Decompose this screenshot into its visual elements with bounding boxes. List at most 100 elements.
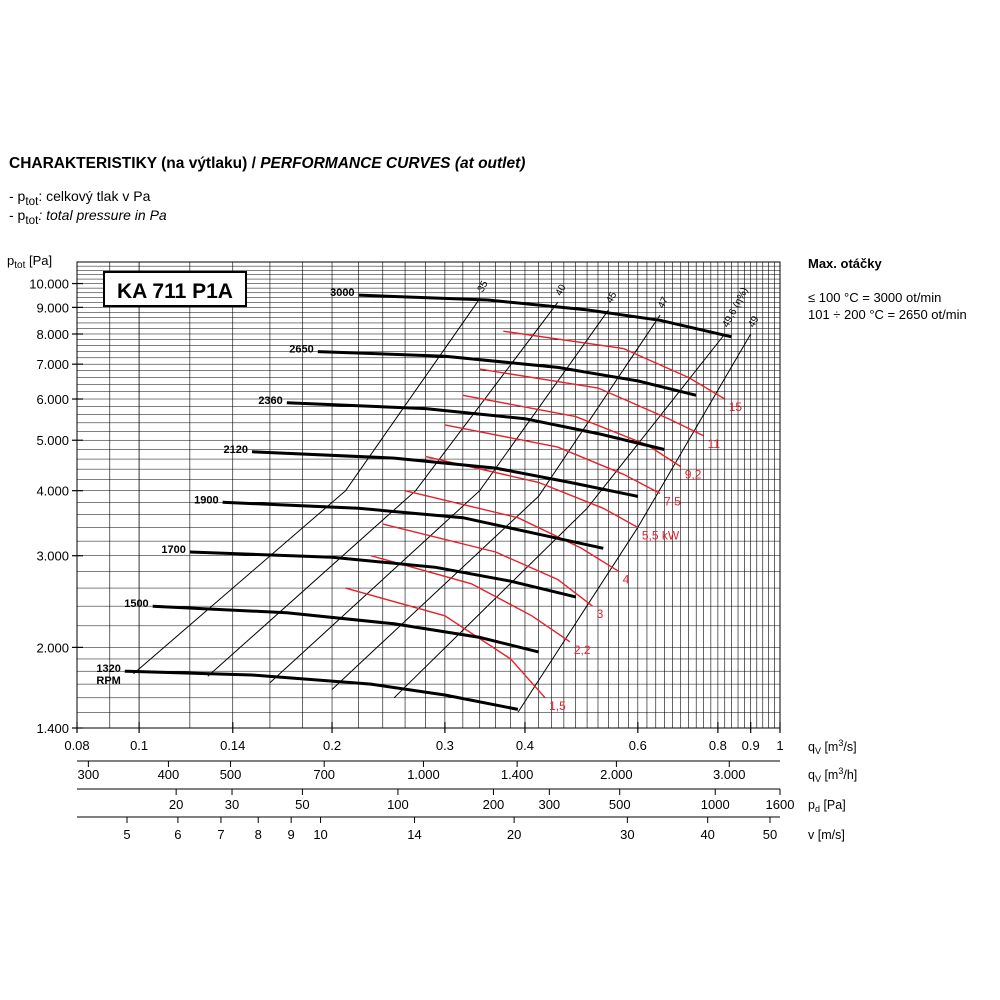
- title-en: PERFORMANCE CURVES (at outlet): [260, 155, 526, 172]
- power-label: 1,5: [549, 699, 566, 713]
- efficiency-lines: [133, 298, 752, 713]
- secondary-tick-label: 100: [387, 797, 409, 812]
- model-box: [103, 271, 247, 307]
- x-tick-label: 0.3: [436, 738, 454, 753]
- y-tick-label: 1.400: [36, 721, 69, 736]
- model-label: KA 711 P1A: [117, 280, 233, 303]
- secondary-tick-label: 200: [483, 797, 505, 812]
- axis-unit-label: v [m/s]: [808, 828, 845, 842]
- y-tick-label: 6.000: [36, 392, 69, 407]
- plot-frame: [76, 261, 781, 729]
- y-tick-label: 10.000: [29, 277, 69, 292]
- title-cz: CHARAKTERISTIKY (na výtlaku) /: [9, 155, 261, 172]
- legend-sub-cz: tot: [25, 194, 39, 208]
- axis-unit-label: qV [m3/h]: [808, 766, 857, 784]
- rpm-note-2: 101 ÷ 200 °C = 2650 ot/min: [808, 307, 967, 322]
- secondary-tick-label: 30: [620, 827, 634, 842]
- x-tick-label: 0.08: [64, 738, 89, 753]
- axis-unit-label: pd [Pa]: [808, 798, 846, 814]
- x-tick-label: 0.4: [516, 738, 534, 753]
- power-curve: [382, 523, 594, 607]
- page-title: CHARAKTERISTIKY (na výtlaku) / PERFORMAN…: [9, 155, 525, 173]
- power-label: 9,2: [685, 468, 702, 482]
- power-curve: [503, 330, 726, 400]
- secondary-tick-label: 700: [313, 767, 335, 782]
- speed-label: 3000: [330, 287, 354, 299]
- secondary-tick-label: 300: [538, 797, 560, 812]
- legend-text-cz: : celkový tlak v Pa: [38, 188, 151, 204]
- axis-unit-label: qV [m3/s]: [808, 738, 857, 756]
- legend-cz: - ptot: celkový tlak v Pa: [9, 188, 150, 208]
- secondary-tick-label: 6: [174, 827, 181, 842]
- efficiency-label: 35: [476, 279, 491, 294]
- speed-label: 1700: [161, 544, 185, 556]
- secondary-tick-label: 20: [507, 827, 521, 842]
- legend-prefix-cz: - p: [9, 188, 26, 204]
- secondary-tick-label: 3.000: [713, 767, 746, 782]
- power-curve: [425, 455, 639, 529]
- max-rpm-label: Max. otáčky: [808, 256, 882, 271]
- legend-sub-en: tot: [25, 213, 39, 227]
- power-label: 4: [623, 572, 630, 586]
- speed-curve: [222, 500, 604, 550]
- speed-curve: [152, 604, 539, 654]
- speed-label: 1320: [96, 663, 120, 675]
- efficiency-label: 47: [656, 295, 671, 310]
- axes: [72, 261, 781, 823]
- speed-label: 2120: [223, 444, 247, 456]
- speed-curve: [286, 401, 665, 451]
- efficiency-label: 49: [747, 314, 762, 329]
- power-label: 15: [729, 400, 743, 414]
- x-tick-label: 0.14: [220, 738, 245, 753]
- secondary-tick-label: 8: [255, 827, 262, 842]
- power-curve: [444, 424, 661, 495]
- speed-curve: [189, 550, 577, 599]
- legend-en: - ptot: total pressure in Pa: [9, 207, 167, 227]
- rpm-note-1: ≤ 100 °C = 3000 ot/min: [808, 290, 942, 305]
- secondary-tick-label: 1000: [701, 797, 730, 812]
- efficiency-line: [207, 302, 559, 677]
- speed-curve: [317, 350, 697, 397]
- secondary-tick-label: 1.400: [501, 767, 534, 782]
- x-tick-label: 0.9: [742, 738, 760, 753]
- secondary-tick-label: 500: [220, 767, 242, 782]
- secondary-tick-label: 9: [288, 827, 295, 842]
- secondary-tick-label: 1.000: [407, 767, 440, 782]
- secondary-tick-label: 5: [123, 827, 130, 842]
- power-curve: [479, 368, 704, 437]
- secondary-tick-label: 400: [158, 767, 180, 782]
- speed-curves: [124, 293, 732, 711]
- y-tick-label: 4.000: [36, 484, 69, 499]
- y-tick-label: 3.000: [36, 549, 69, 564]
- power-label: 3: [597, 607, 604, 621]
- legend-text-en: : total pressure in Pa: [38, 207, 167, 223]
- secondary-tick-label: 2.000: [600, 767, 633, 782]
- y-tick-label: 8.000: [36, 327, 69, 342]
- y-tick-label: 5.000: [36, 433, 69, 448]
- secondary-tick-label: 14: [407, 827, 421, 842]
- speed-curve: [124, 669, 519, 711]
- y-axis-label: ptot [Pa]: [7, 253, 52, 271]
- power-curve: [404, 490, 619, 572]
- x-tick-label: 0.8: [709, 738, 727, 753]
- secondary-tick-label: 20: [169, 797, 183, 812]
- secondary-tick-label: 30: [225, 797, 239, 812]
- efficiency-line: [133, 298, 481, 675]
- y-tick-label: 9.000: [36, 300, 69, 315]
- power-label: 11: [708, 437, 721, 451]
- power-label: 5,5 kW: [642, 528, 680, 542]
- rpm-unit-label: RPM: [96, 675, 120, 687]
- secondary-tick-label: 10: [313, 827, 327, 842]
- power-curve: [462, 394, 682, 468]
- chart-labels: 10.000 9.000 8.000 7.000 6.000 5.000 4.000 3.00…: [7, 253, 857, 842]
- speed-curve: [358, 293, 732, 339]
- legend-prefix-en: - p: [9, 207, 26, 223]
- x-tick-label: 1: [776, 738, 783, 753]
- secondary-tick-label: 50: [763, 827, 777, 842]
- secondary-tick-label: 40: [700, 827, 714, 842]
- speed-label: 1500: [124, 598, 148, 610]
- secondary-tick-label: 500: [609, 797, 631, 812]
- secondary-tick-label: 7: [217, 827, 224, 842]
- speed-label: 2650: [289, 344, 313, 356]
- power-curves: [345, 330, 726, 699]
